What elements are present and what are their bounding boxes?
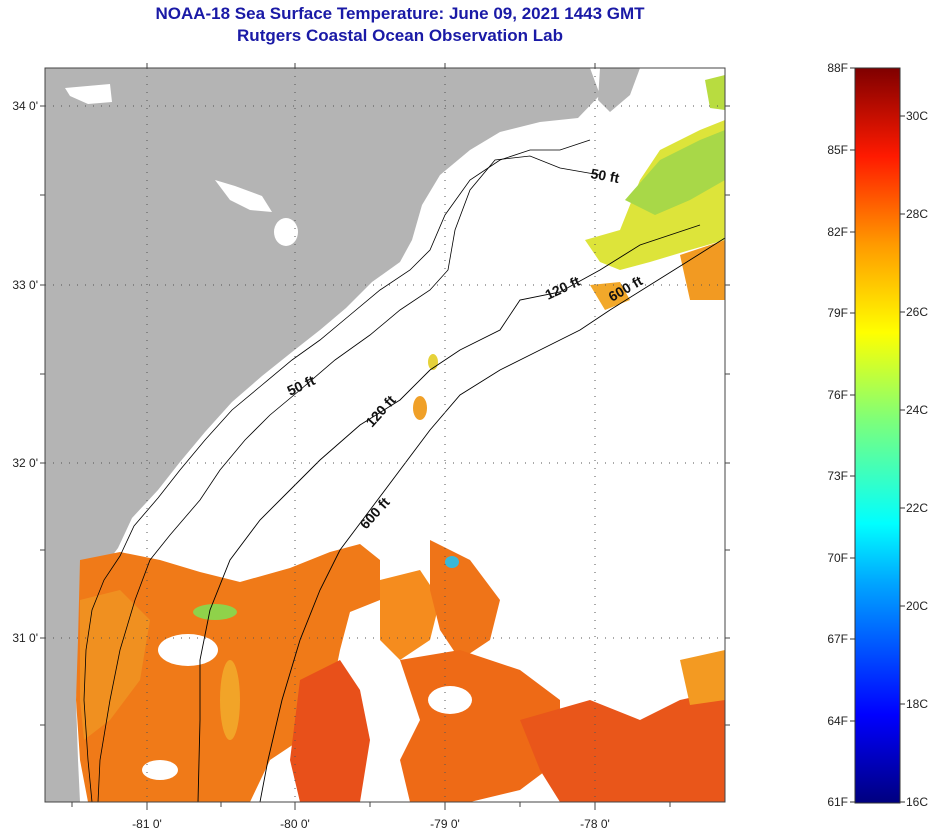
fahrenheit-label: 73F [827, 469, 848, 483]
lake-area [274, 218, 298, 246]
cloud-area [158, 634, 218, 666]
sst-orange-region [680, 240, 725, 300]
cloud-area [142, 760, 178, 780]
fahrenheit-label: 85F [827, 143, 848, 157]
fahrenheit-label: 64F [827, 714, 848, 728]
fahrenheit-label: 88F [827, 61, 848, 75]
sst-orange-patch [413, 396, 427, 420]
isobath-50ft [97, 155, 601, 802]
coastline [83, 139, 591, 802]
latitude-label: 31 0' [12, 631, 38, 645]
fahrenheit-label: 61F [827, 795, 848, 809]
colorbar-ticks [850, 67, 905, 803]
fahrenheit-label: 70F [827, 551, 848, 565]
color-gradient [854, 67, 901, 804]
sst-orange-region [590, 282, 630, 310]
lake-area [65, 84, 112, 104]
isobath-120ft [197, 224, 701, 802]
longitude-label: -80 0' [280, 817, 310, 831]
lake-area [215, 180, 272, 212]
fahrenheit-label: 79F [827, 306, 848, 320]
land-area-ne [598, 68, 640, 112]
celsius-label: 18C [906, 697, 928, 711]
fahrenheit-label: 82F [827, 225, 848, 239]
cloud-area [560, 638, 640, 682]
axis-ticks [40, 63, 730, 810]
celsius-label: 28C [906, 207, 928, 221]
celsius-label: 26C [906, 305, 928, 319]
sst-warm-region [290, 660, 370, 802]
fahrenheit-label: 67F [827, 632, 848, 646]
latitude-label: 32 0' [12, 456, 38, 470]
sst-warm-region [80, 590, 150, 740]
celsius-label: 22C [906, 501, 928, 515]
fahrenheit-label: 76F [827, 388, 848, 402]
sst-green-region [625, 130, 725, 215]
sst-cool-patch [193, 604, 237, 620]
latitude-label: 34 0' [12, 99, 38, 113]
sst-green-region [705, 75, 725, 110]
sst-warm-region [380, 570, 440, 660]
map-frame [44, 67, 726, 803]
celsius-label: 24C [906, 403, 928, 417]
map-subtitle: Rutgers Coastal Ocean Observation Lab [237, 26, 563, 45]
longitude-label: -79 0' [430, 817, 460, 831]
celsius-label: 16C [906, 795, 928, 809]
land-area [45, 68, 600, 802]
sst-warm-band [220, 660, 240, 740]
isobath-600ft [259, 237, 725, 802]
sst-warm-region [430, 540, 500, 660]
sst-warm-region [680, 650, 725, 705]
isobath-label: 50 ft [589, 165, 620, 186]
sst-cool-patch [445, 556, 459, 568]
latitude-label: 33 0' [12, 278, 38, 292]
cloud-area [428, 686, 472, 714]
longitude-label: -81 0' [132, 817, 162, 831]
longitude-label: -78 0' [580, 817, 610, 831]
map-title: NOAA-18 Sea Surface Temperature: June 09… [155, 4, 645, 23]
sst-warm-region [520, 690, 725, 802]
celsius-label: 30C [906, 109, 928, 123]
celsius-label: 20C [906, 599, 928, 613]
